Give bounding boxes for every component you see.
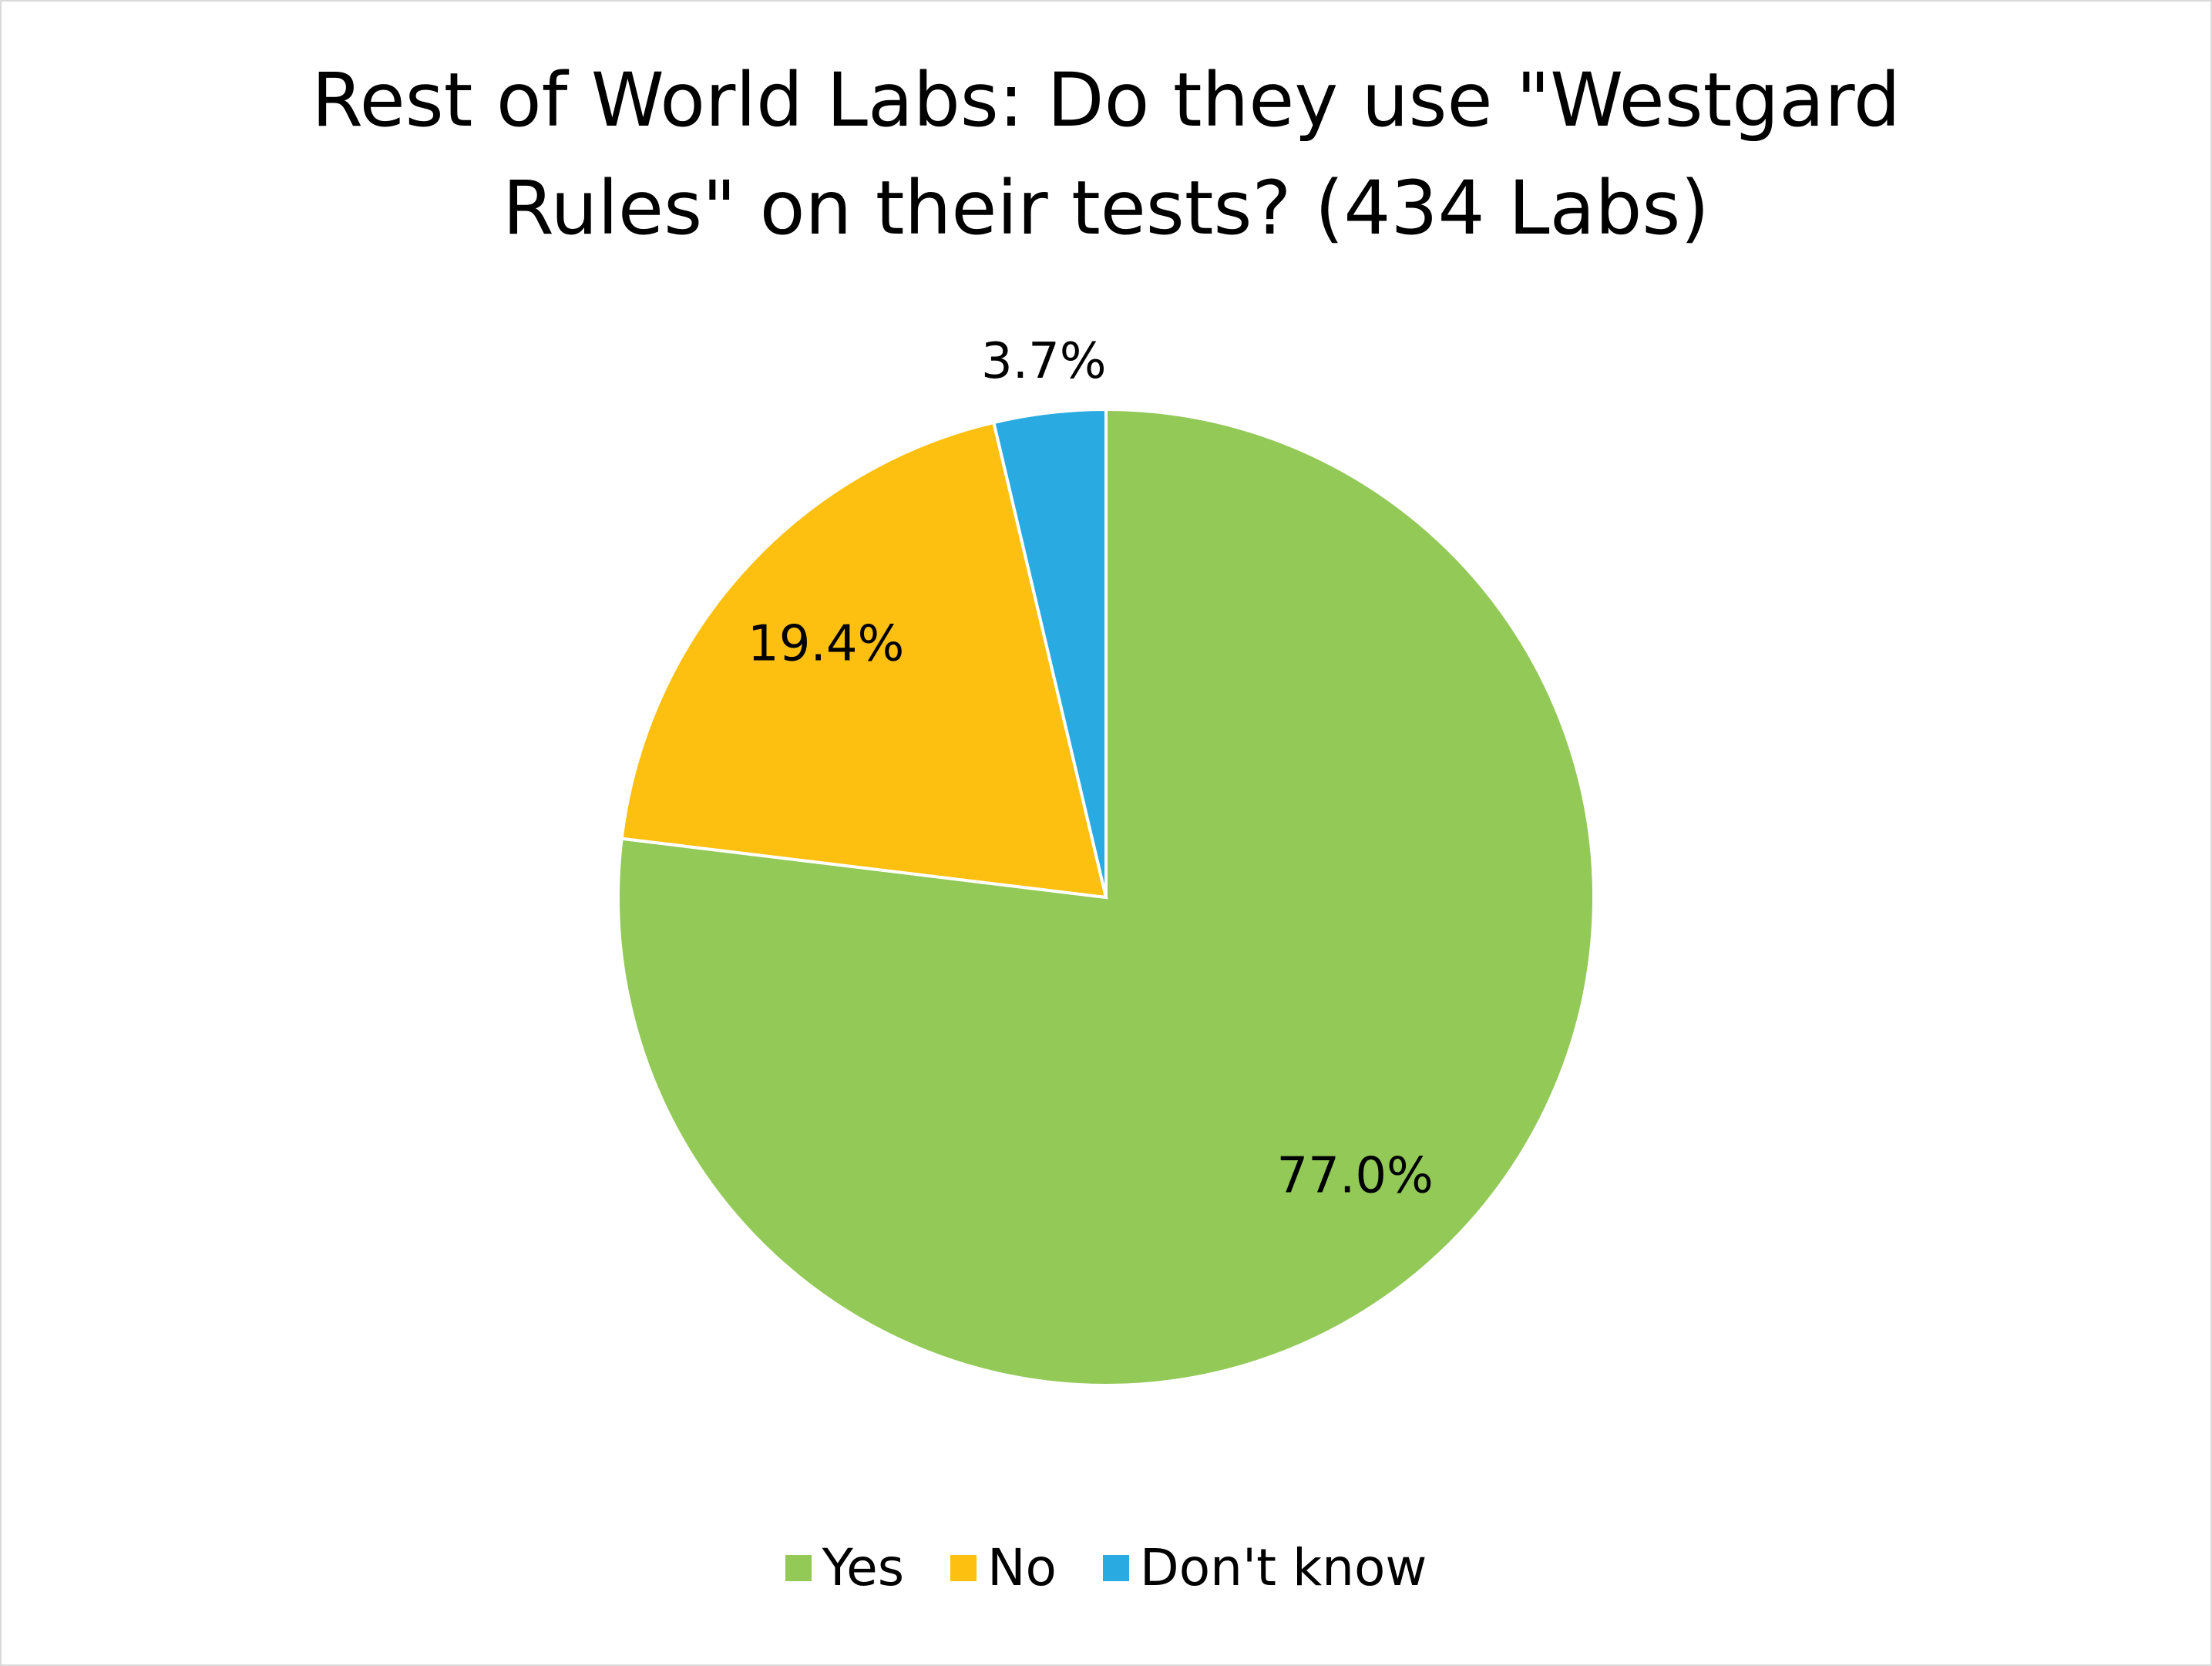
legend-label: Don't know xyxy=(1139,1538,1427,1597)
legend-swatch xyxy=(1102,1554,1129,1581)
legend: Yes No Don't know xyxy=(0,1538,2212,1597)
legend-item: Yes xyxy=(785,1538,905,1597)
legend-label: No xyxy=(987,1538,1057,1597)
pie-slice xyxy=(620,420,1108,900)
legend-swatch xyxy=(950,1554,977,1581)
legend-item: Don't know xyxy=(1102,1538,1427,1597)
legend-swatch xyxy=(785,1554,812,1581)
data-label: 77.0% xyxy=(1277,1147,1434,1204)
legend-item: No xyxy=(950,1538,1057,1597)
chart-title: Rest of World Labs: Do they use "Westgar… xyxy=(311,57,1901,251)
data-label: 19.4% xyxy=(748,616,904,673)
pie-slice xyxy=(991,407,1108,898)
legend-label: Yes xyxy=(822,1538,905,1597)
data-label: 3.7% xyxy=(981,333,1107,390)
